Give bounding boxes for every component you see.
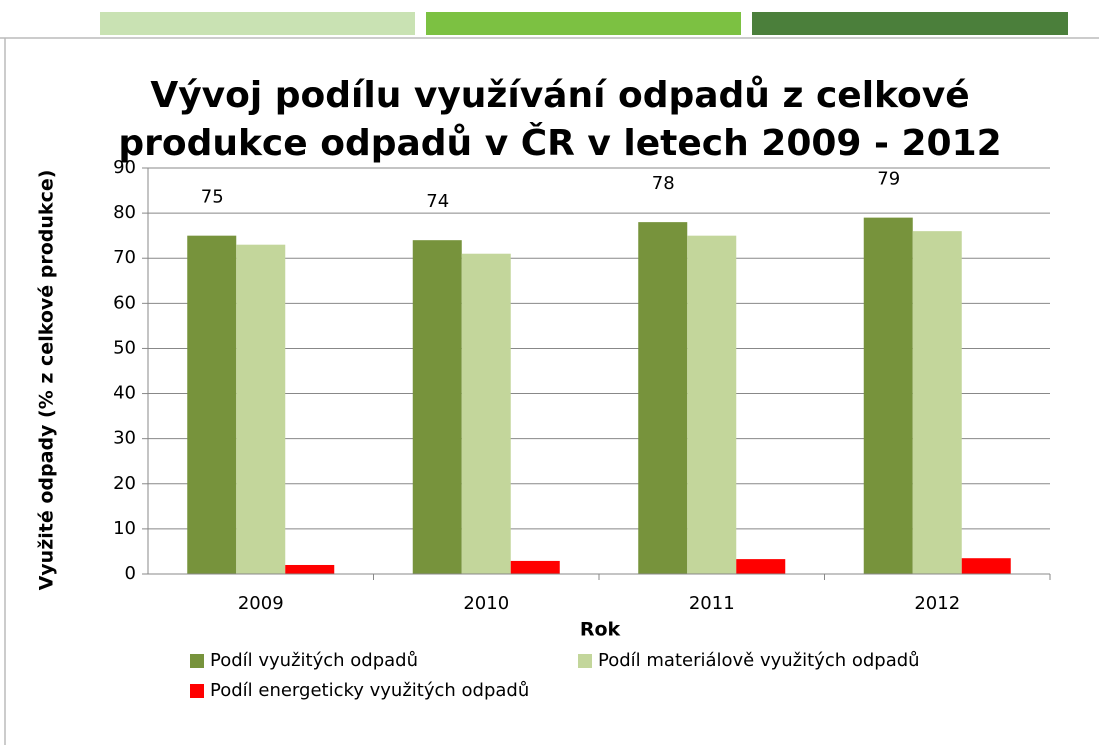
legend-swatch [190,684,204,698]
y-tick-label: 50 [113,337,136,358]
bar [187,235,237,574]
y-tick-label: 0 [125,563,136,584]
deco-bar [100,12,415,35]
legend-swatch [578,654,592,668]
bar [510,560,560,574]
bar [285,564,335,574]
y-tick-label: 70 [113,247,136,268]
chart-subtitle: produkce odpadů v ČR v letech 2009 - 201… [118,122,1001,164]
bar [736,559,786,574]
y-tick-label: 80 [113,202,136,223]
y-tick-label: 20 [113,473,136,494]
bar [638,222,688,574]
deco-bar [426,12,741,35]
bar [412,240,462,574]
deco-bar [752,12,1068,35]
y-tick-label: 10 [113,518,136,539]
data-label: 78 [652,173,675,194]
bar [961,558,1011,574]
bar [863,217,913,574]
chart-title: Vývoj podílu využívání odpadů z celkové [150,75,969,116]
bar [687,235,737,574]
legend-swatch [190,654,204,668]
legend-label: Podíl energeticky využitých odpadů [210,680,529,701]
x-tick-label: 2009 [238,593,284,614]
data-label: 75 [201,187,224,208]
bar [461,253,511,574]
y-tick-label: 90 [113,157,136,178]
data-label: 74 [426,191,449,212]
y-tick-label: 60 [113,292,136,313]
y-tick-label: 40 [113,383,136,404]
x-tick-label: 2012 [914,593,960,614]
y-axis-label: Využité odpady (% z celkové produkce) [36,170,58,591]
data-label: 79 [877,169,900,190]
x-tick-label: 2010 [463,593,509,614]
legend-label: Podíl materiálově využitých odpadů [598,650,920,671]
bar [912,231,962,574]
legend-label: Podíl využitých odpadů [210,650,418,671]
bar [236,244,286,574]
y-tick-label: 30 [113,428,136,449]
x-tick-label: 2011 [689,593,735,614]
x-axis-label: Rok [580,619,621,641]
